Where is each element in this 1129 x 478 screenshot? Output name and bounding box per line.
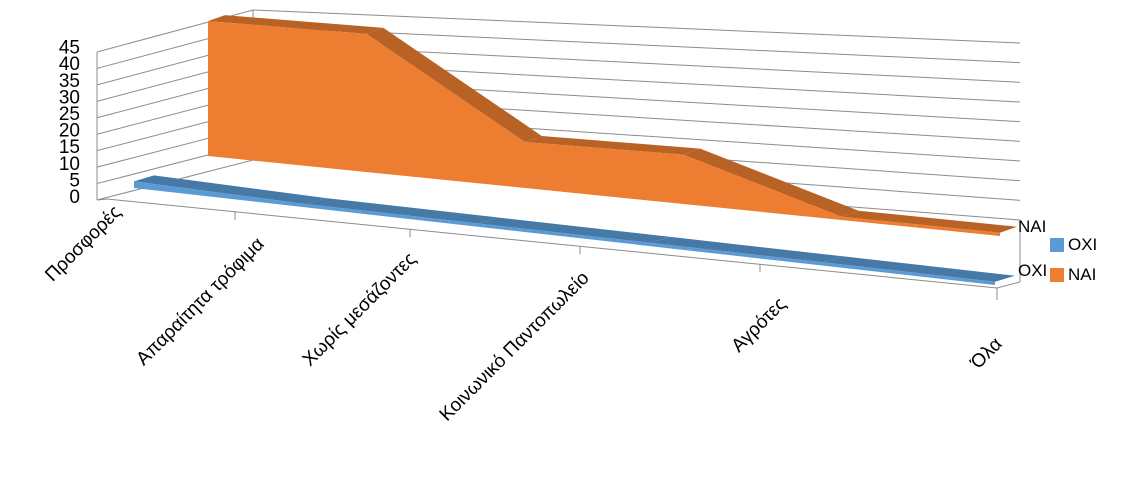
legend: ΟΧΙ ΝΑΙ [1050,230,1097,290]
series-top-ΟΧΙ [306,198,499,224]
series-top-ΟΧΙ [478,217,671,243]
x-tick-label: Απαραίτητα τρόφιμα [132,234,268,370]
y-tick-label: 25 [59,104,80,125]
depth-axis-label: ΝΑΙ [1018,217,1046,236]
y-tick-label: 30 [59,87,80,108]
x-tick-label: Προσφορές [41,202,125,286]
y-tick-label: 35 [59,71,80,92]
x-tick-label: Αγρότες [728,294,791,357]
legend-item: ΝΑΙ [1050,260,1097,290]
y-tick-label: 5 [69,170,80,191]
series-top-ΝΑΙ [683,148,859,217]
series-area-ΝΑΙ [208,21,1000,237]
y-tick-label: 0 [69,187,80,208]
y-tick-label: 40 [59,54,80,75]
x-axis-ticks: Προσφορές Απαραίτητα τρόφιμα Χωρίς μεσάζον… [41,202,1006,426]
y-tick-label: 15 [59,137,80,158]
legend-swatch-nai [1050,268,1064,282]
x-tick-label: Όλα [966,334,1006,374]
series-top-ΝΑΙ [841,210,1017,233]
series-top-ΝΑΙ [524,135,701,155]
floor-corner [96,198,108,201]
legend-label-nai: ΝΑΙ [1068,265,1097,284]
y-tick-label: 45 [59,38,80,59]
series-top-ΟΧΙ [822,256,1015,282]
series-top-ΟΧΙ [650,236,843,263]
series-top-ΝΑΙ [208,15,384,34]
x-tick-label: Χωρίς μεσάζοντες [299,249,421,371]
depth-axis-label: ΟΧΙ [1018,261,1047,280]
legend-swatch-oxi [1050,238,1064,252]
legend-label-oxi: ΟΧΙ [1068,235,1098,254]
y-tick-label: 20 [59,121,80,142]
series-area-ΟΧΙ [134,181,995,285]
series-top-ΟΧΙ [134,175,327,205]
series-areas [134,15,1017,285]
x-tick-label: Κοινωνικό Παντοπωλείο [436,268,594,426]
series-top-ΝΑΙ [366,27,542,142]
depth-axis-labels: ΝΑΙ ΟΧΙ [1018,217,1047,280]
y-tick-label: 10 [59,154,80,175]
legend-item: ΟΧΙ [1050,230,1097,260]
